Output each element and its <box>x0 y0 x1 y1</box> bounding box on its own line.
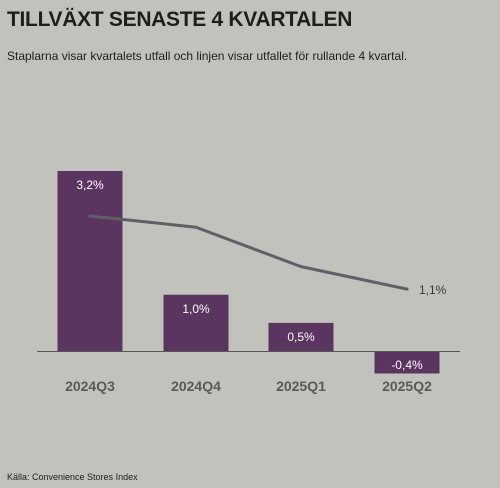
chart-subtitle: Staplarna visar kvartalets utfall och li… <box>7 49 408 63</box>
line-point-2024Q3 <box>88 214 92 218</box>
bar-2025Q2 <box>374 351 440 374</box>
rolling-4q-line <box>88 214 409 291</box>
category-label-2025Q2: 2025Q2 <box>382 378 432 394</box>
source-note: Källa: Convenience Stores Index <box>7 472 138 482</box>
line-point-2025Q2 <box>405 287 409 291</box>
line-point-2024Q4 <box>194 225 198 229</box>
bar-value-label-2025Q2: -0,4% <box>391 358 423 372</box>
category-label-2025Q1: 2025Q1 <box>276 378 326 394</box>
bar-value-label-2024Q4: 1,0% <box>182 302 210 316</box>
bar-value-label-2024Q3: 3,2% <box>76 178 104 192</box>
bar-value-label-2025Q1: 0,5% <box>287 330 315 344</box>
line-point-2025Q1 <box>299 265 303 269</box>
category-label-2024Q4: 2024Q4 <box>171 378 221 394</box>
bar-2024Q4 <box>163 294 229 351</box>
bar-2024Q3 <box>57 171 123 351</box>
category-label-2024Q3: 2024Q3 <box>65 378 115 394</box>
line-value-label-2025Q2: 1,1% <box>419 283 447 297</box>
chart-title: TILLVÄXT SENASTE 4 KVARTALEN <box>7 8 353 31</box>
bar-2025Q1 <box>268 322 334 351</box>
